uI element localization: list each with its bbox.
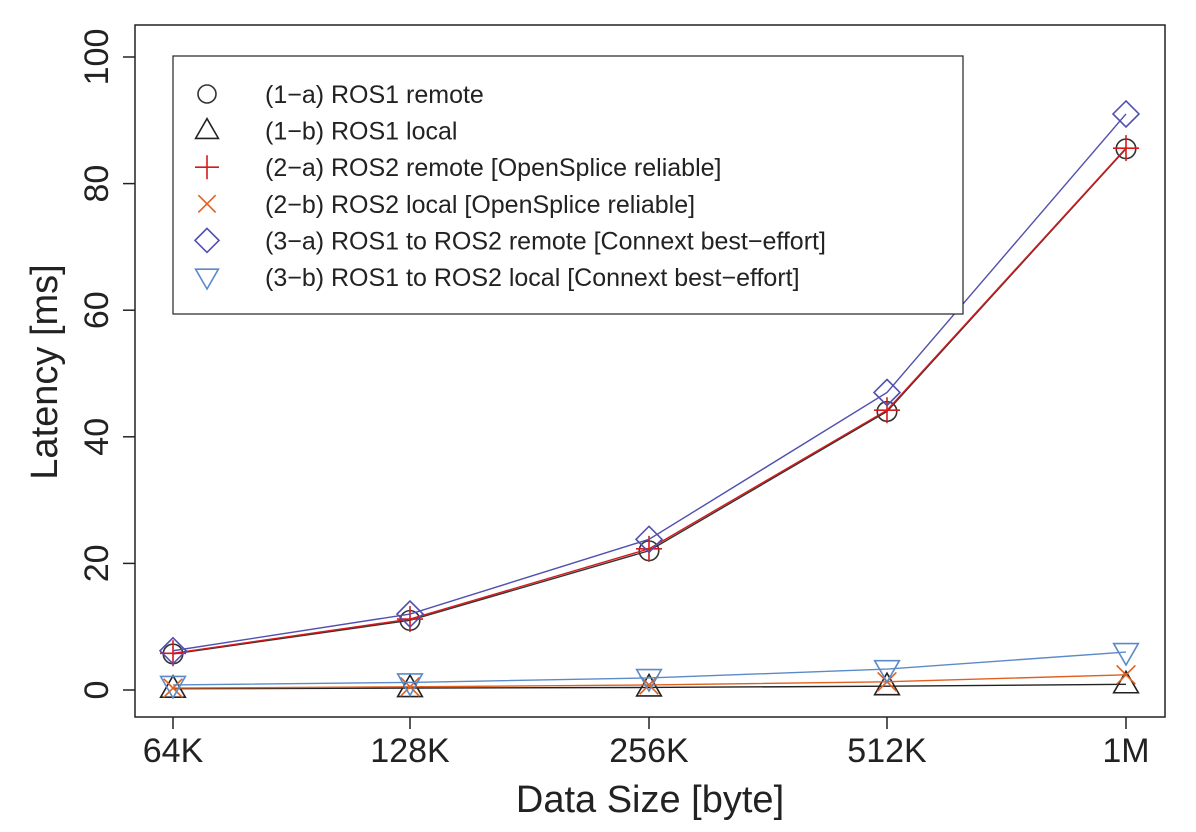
- legend-label: (3−b) ROS1 to ROS2 local [Connext best−e…: [265, 264, 800, 292]
- legend-label: (3−a) ROS1 to ROS2 remote [Connext best−…: [265, 227, 826, 255]
- x-tick-label: 64K: [143, 732, 204, 770]
- legend-label: (2−b) ROS2 local [OpenSplice reliable]: [265, 191, 695, 219]
- series-line: [172, 683, 1127, 690]
- data-point: [1112, 642, 1140, 667]
- series-6: [159, 642, 1140, 700]
- y-tick-label: 20: [78, 544, 116, 582]
- legend-label: (1−a) ROS1 remote: [265, 81, 484, 109]
- data-point: [635, 668, 663, 693]
- data-point: [396, 673, 424, 698]
- data-point: [634, 525, 664, 554]
- series-5: [158, 99, 1141, 665]
- series-3: [160, 135, 1139, 667]
- y-tick-label: 60: [78, 291, 116, 329]
- data-point: [1113, 135, 1139, 162]
- x-tick-label: 512K: [847, 732, 927, 770]
- legend-marker: [197, 84, 217, 104]
- data-point: [874, 397, 900, 424]
- data-point: [873, 659, 901, 684]
- legend: (1−a) ROS1 remote (1−b) ROS1 local (2−a) R…: [172, 55, 964, 315]
- y-axis: 0 20 40 60 80 100: [78, 29, 135, 700]
- legend-marker: [197, 194, 217, 214]
- legend-box: [172, 55, 964, 315]
- series-line: [172, 651, 1127, 686]
- legend-label: (2−a) ROS2 remote [OpenSplice reliable]: [265, 154, 721, 182]
- legend-marker: [194, 268, 220, 291]
- series-4: [163, 664, 1136, 699]
- data-point: [400, 676, 420, 697]
- legend-marker: [194, 116, 220, 140]
- legend-entry: (3−a) ROS1 to ROS2 remote [Connext best−…: [193, 227, 826, 255]
- data-point: [163, 678, 183, 699]
- legend-entry: (1−a) ROS1 remote: [197, 81, 484, 109]
- y-axis-title: Latency [ms]: [24, 264, 66, 479]
- legend-entry: (1−b) ROS1 local: [194, 116, 457, 146]
- legend-label: (1−b) ROS1 local: [265, 118, 457, 146]
- data-point: [158, 636, 188, 665]
- data-point: [873, 671, 901, 696]
- legend-marker: [195, 155, 219, 180]
- legend-marker: [193, 227, 221, 254]
- x-tick-label: 128K: [370, 732, 450, 770]
- y-tick-label: 0: [78, 681, 116, 700]
- data-point: [1116, 664, 1136, 685]
- legend-entry: (2−a) ROS2 remote [OpenSplice reliable]: [195, 154, 721, 182]
- x-axis-title: Data Size [byte]: [516, 779, 784, 821]
- data-point: [1111, 99, 1141, 129]
- x-axis: 64K 128K 256K 512K 1M: [143, 717, 1150, 770]
- y-tick-label: 80: [78, 165, 116, 203]
- data-point: [395, 599, 425, 629]
- series-line: [172, 113, 1127, 652]
- y-tick-label: 100: [78, 29, 116, 86]
- data-point: [872, 378, 902, 407]
- data-point: [160, 640, 186, 667]
- x-tick-label: 256K: [609, 732, 689, 770]
- series-layer: [158, 99, 1141, 700]
- legend-entry: (3−b) ROS1 to ROS2 local [Connext best−e…: [194, 264, 800, 292]
- legend-entry: (2−b) ROS2 local [OpenSplice reliable]: [197, 191, 695, 219]
- plot-frame: [134, 24, 1166, 718]
- data-point: [159, 675, 187, 700]
- y-tick-label: 40: [78, 418, 116, 456]
- x-tick-label: 1M: [1102, 732, 1149, 770]
- data-point: [636, 535, 662, 562]
